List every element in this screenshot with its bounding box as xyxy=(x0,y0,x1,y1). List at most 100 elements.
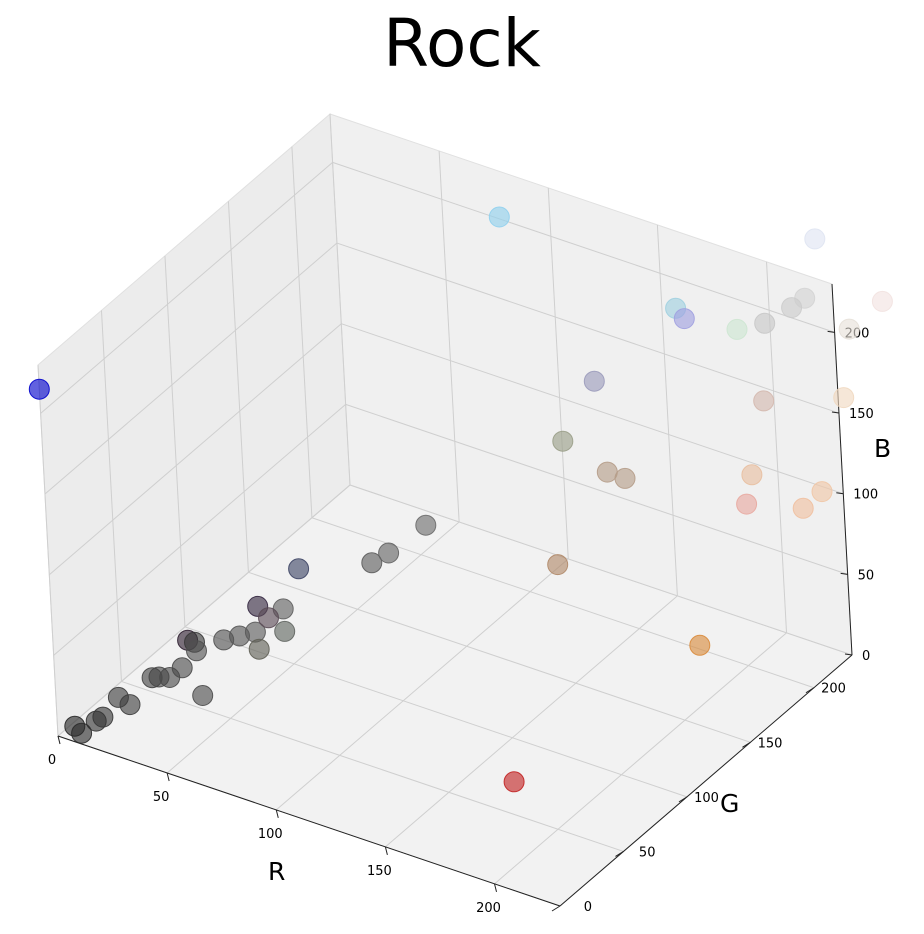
z-gridline xyxy=(44,242,338,495)
y-axis-label: G xyxy=(720,789,739,818)
data-point xyxy=(71,722,93,744)
y-tick-label: 50 xyxy=(639,845,656,860)
z-gridline xyxy=(332,161,835,333)
y-gridline xyxy=(227,201,249,573)
x-gridline xyxy=(494,632,787,885)
y-tick-mark xyxy=(678,796,688,803)
data-point xyxy=(274,620,296,642)
data-point xyxy=(838,318,860,340)
y-gridline xyxy=(100,310,122,682)
data-point xyxy=(415,514,437,536)
y-tick-label: 200 xyxy=(821,682,846,697)
x-tick-label: 200 xyxy=(476,901,501,916)
data-point xyxy=(689,634,711,656)
x-tick-mark xyxy=(384,846,388,855)
y-gridline xyxy=(248,571,751,743)
z-tick-mark xyxy=(844,653,853,656)
y-tick-mark xyxy=(615,851,624,857)
data-point xyxy=(258,607,279,629)
data-point xyxy=(378,542,400,564)
x-gridline xyxy=(166,521,460,774)
x-tick-label: 100 xyxy=(258,827,283,842)
data-point xyxy=(192,685,214,706)
z-tick-label: 100 xyxy=(853,488,878,503)
data-point xyxy=(811,481,833,503)
z-gridline xyxy=(40,162,333,414)
z-gridline xyxy=(57,484,351,737)
data-point xyxy=(673,308,695,330)
data-point xyxy=(361,552,383,574)
data-point xyxy=(781,297,803,319)
data-point xyxy=(288,558,310,580)
z-tick-label: 50 xyxy=(858,568,875,583)
y-tick-mark xyxy=(742,741,751,748)
z-tick-mark xyxy=(827,330,835,333)
x-tick-mark xyxy=(494,883,498,892)
data-points xyxy=(28,206,893,793)
z-gridline xyxy=(341,323,844,495)
data-point xyxy=(614,467,636,489)
axis-ticks: 050100150200050100150200050100150200 xyxy=(48,326,878,915)
x-gridline xyxy=(438,150,460,522)
y-tick-label: 150 xyxy=(758,736,783,751)
y-gridline xyxy=(184,626,688,798)
z-gridline xyxy=(53,403,346,656)
x-axis-label: R xyxy=(268,857,285,886)
data-point xyxy=(736,493,758,515)
data-point xyxy=(754,312,776,334)
z-gridline xyxy=(48,323,342,576)
data-point xyxy=(583,370,605,392)
x-tick-mark xyxy=(166,772,170,782)
x-gridline xyxy=(275,558,569,811)
y-axis-line xyxy=(559,654,853,907)
x-tick-label: 50 xyxy=(153,790,170,805)
z-axis-label: B xyxy=(874,434,891,463)
grid-lines xyxy=(37,113,853,907)
y-tick-mark xyxy=(805,687,815,694)
data-point xyxy=(159,667,181,688)
x-tick-mark xyxy=(57,735,61,745)
x-gridline xyxy=(329,113,351,486)
y-gridline xyxy=(164,255,186,627)
z-tick-mark xyxy=(836,492,844,495)
data-point xyxy=(248,638,270,660)
x-gridline xyxy=(385,595,678,848)
y-gridline xyxy=(121,680,624,852)
z-gridline xyxy=(349,484,853,656)
x-axis-line xyxy=(57,735,561,907)
axis-panes xyxy=(37,112,853,907)
x-gridline xyxy=(547,187,569,559)
y-tick-mark xyxy=(551,905,561,912)
data-point xyxy=(552,430,574,452)
x-gridline xyxy=(656,224,678,596)
z-tick-mark xyxy=(840,572,848,575)
data-point xyxy=(186,640,207,662)
y-tick-label: 0 xyxy=(584,900,592,915)
data-point xyxy=(92,706,114,728)
data-point xyxy=(741,464,763,486)
data-point xyxy=(753,390,775,412)
data-point xyxy=(488,206,510,228)
data-point xyxy=(503,771,525,793)
data-point xyxy=(596,461,618,483)
x-tick-label: 0 xyxy=(48,753,56,768)
data-point xyxy=(792,497,814,519)
z-gridline xyxy=(345,403,848,575)
data-point xyxy=(119,694,141,716)
data-point xyxy=(804,228,826,250)
y-tick-label: 100 xyxy=(694,791,719,806)
data-point xyxy=(833,387,855,409)
data-point xyxy=(28,378,50,400)
chart-title: Rock xyxy=(383,5,541,82)
x-tick-mark xyxy=(275,809,279,819)
data-point xyxy=(547,554,569,576)
data-point xyxy=(726,318,748,340)
z-axis-line xyxy=(831,283,853,656)
z-tick-mark xyxy=(831,411,840,414)
z-gridline xyxy=(336,242,840,414)
axis-lines xyxy=(57,283,853,907)
z-tick-label: 150 xyxy=(849,407,874,422)
z-tick-label: 0 xyxy=(862,649,870,664)
data-point xyxy=(871,290,893,312)
